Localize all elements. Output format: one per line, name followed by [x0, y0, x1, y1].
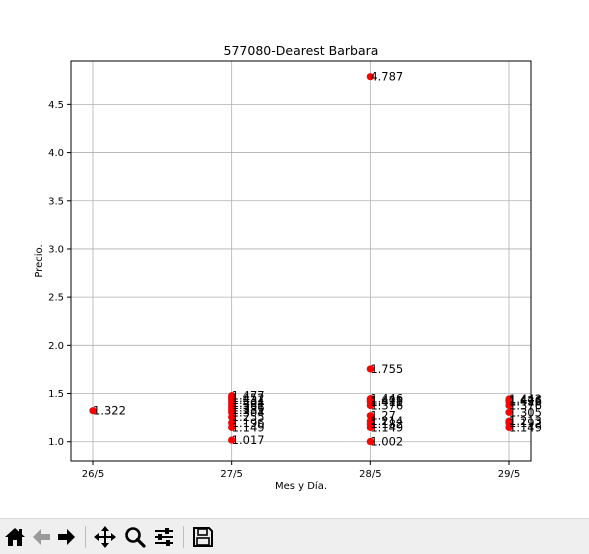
y-tick-label: 3.5 [48, 196, 64, 207]
toolbar-separator [85, 526, 86, 548]
data-point [505, 423, 513, 431]
data-label: 1.426 [509, 394, 542, 408]
data-label: 1.002 [370, 435, 403, 449]
y-tick-label: 1.0 [48, 437, 64, 448]
data-points-layer [89, 73, 513, 446]
x-tick-label: 29/5 [498, 469, 520, 480]
data-label: 1.192 [509, 416, 542, 430]
chart-title: 577080-Dearest Barbara [224, 43, 379, 58]
configure-subplots-button[interactable] [151, 524, 177, 550]
data-label: 1.452 [232, 391, 265, 405]
data-label: 1.149 [370, 420, 403, 434]
x-axis-label: Mes y Día. [275, 480, 327, 492]
data-label: 1.755 [370, 362, 403, 376]
data-label: 1.322 [93, 404, 126, 418]
back-button[interactable] [28, 524, 54, 550]
data-label: 1.305 [509, 405, 542, 419]
x-tick-label: 26/5 [82, 469, 104, 480]
y-tick-label: 4.0 [48, 148, 64, 159]
y-tick-label: 1.5 [48, 389, 64, 400]
data-label: 1.27 [370, 409, 396, 423]
x-tick-label: 27/5 [220, 469, 242, 480]
scatter-chart: 577080-Dearest Barbara 26/5 27/5 28/5 29/5 1… [34, 43, 542, 492]
data-label: 1.196 [232, 416, 265, 430]
data-point [366, 73, 374, 81]
data-point [228, 423, 236, 431]
data-point [366, 423, 374, 431]
data-label: 1.411 [370, 395, 403, 409]
data-label: 1.443 [509, 392, 542, 406]
y-tick-label: 2.0 [48, 341, 64, 352]
data-label: 1.431 [232, 393, 265, 407]
data-label: 1.304 [232, 405, 265, 419]
y-tick-label: 2.5 [48, 293, 64, 304]
data-label: 1.376 [509, 398, 542, 412]
zoom-button[interactable] [122, 524, 148, 550]
data-point [366, 401, 374, 410]
back-arrow-icon [33, 529, 50, 545]
data-label: 1.416 [509, 395, 542, 409]
home-button[interactable] [2, 524, 28, 550]
y-axis-label: Precio. [34, 244, 45, 277]
data-label: 1.404 [232, 396, 265, 410]
data-label: 1.149 [509, 420, 542, 434]
data-point [228, 413, 236, 421]
grid-layer [71, 61, 531, 461]
pan-move-icon [94, 526, 116, 548]
data-label: 1.477 [232, 389, 265, 403]
data-label: 4.787 [370, 70, 403, 84]
data-label: 1.214 [370, 414, 403, 428]
data-label: 1.376 [370, 398, 403, 412]
data-point [366, 365, 374, 373]
x-tick-label: 28/5 [359, 469, 381, 480]
data-label: 1.428 [370, 393, 403, 407]
figure-canvas: 577080-Dearest Barbara 26/5 27/5 28/5 29/5 1… [34, 43, 542, 492]
forward-arrow-icon [58, 529, 75, 545]
data-point [228, 436, 236, 444]
data-label: 1.381 [232, 398, 265, 412]
data-label: 1.017 [232, 433, 265, 447]
data-label: 1.149 [232, 420, 265, 434]
data-point [505, 408, 513, 416]
toolbar-separator [183, 526, 184, 548]
data-label: 1.182 [370, 417, 403, 431]
data-label: 1.213 [509, 414, 542, 428]
data-point [505, 401, 513, 410]
save-button[interactable] [190, 524, 216, 550]
data-labels-layer: 1.322 1.4771.4521.4311.4041.3811.3561.331… [93, 70, 542, 449]
plot-frame [70, 60, 532, 462]
y-tick-label: 3.0 [48, 244, 64, 255]
forward-button[interactable] [54, 524, 80, 550]
data-point [366, 412, 374, 420]
tick-layer: 26/5 27/5 28/5 29/5 1.0 1.5 2.0 2.5 3.0 3.5 4.0 4.5 [48, 100, 520, 480]
pan-button[interactable] [92, 524, 118, 550]
data-point [366, 437, 374, 446]
data-point [89, 407, 97, 415]
data-label: 1.331 [232, 403, 265, 417]
data-label: 1.446 [370, 392, 403, 406]
save-floppy-icon [193, 527, 213, 547]
data-label: 1.356 [232, 400, 265, 414]
home-icon [5, 528, 25, 546]
zoom-magnifier-icon [125, 527, 146, 548]
configure-subplots-icon [155, 528, 173, 546]
y-tick-label: 4.5 [48, 100, 64, 111]
data-label: 1.255 [232, 410, 265, 424]
navigation-toolbar [0, 518, 589, 554]
